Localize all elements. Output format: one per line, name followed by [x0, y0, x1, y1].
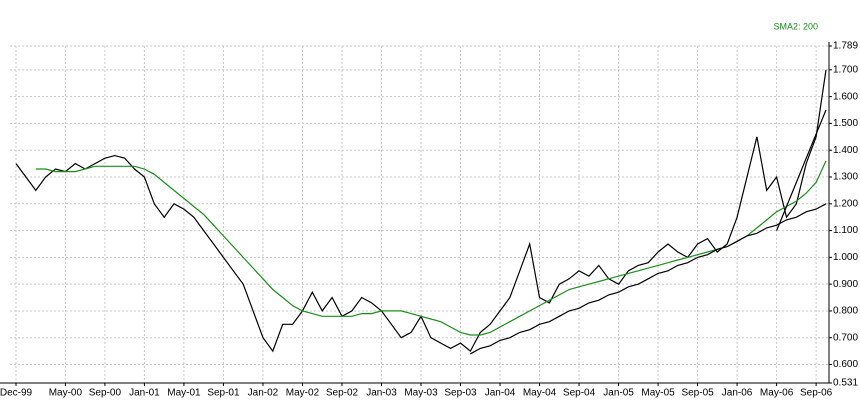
- y-tick-label: 1.100: [833, 225, 858, 236]
- x-tick-label: May-00: [49, 388, 83, 399]
- x-tick-label: Sep-05: [681, 388, 714, 399]
- y-tick-label: 1.300: [833, 172, 858, 183]
- y-tick-label: 1.400: [833, 145, 858, 156]
- y-tick-label: 0.900: [833, 279, 858, 290]
- y-tick-label: 1.000: [833, 252, 858, 263]
- y-tick-label: 0.600: [833, 359, 858, 370]
- x-tick-label: Sep-04: [563, 388, 596, 399]
- x-tick-label: Jan-01: [129, 388, 160, 399]
- y-tick-label: 0.700: [833, 332, 858, 343]
- y-tick-label: 1.700: [833, 64, 858, 75]
- x-tick-label: May-05: [641, 388, 675, 399]
- x-tick-label: Sep-02: [326, 388, 359, 399]
- x-tick-label: May-03: [404, 388, 438, 399]
- x-tick-label: Jan-02: [248, 388, 279, 399]
- legend-entry: SMA2: 200: [773, 21, 818, 31]
- y-tick-label: 1.789: [833, 41, 858, 52]
- x-tick-label: Jan-03: [366, 388, 397, 399]
- line-series: [776, 109, 827, 231]
- x-tick-label: May-04: [523, 388, 557, 399]
- y-tick-label: 0.531: [833, 378, 858, 389]
- x-tick-label: Sep-00: [89, 388, 122, 399]
- x-tick-label: May-02: [286, 388, 320, 399]
- line-series: [35, 160, 827, 336]
- y-tick-label: 1.600: [833, 91, 858, 102]
- x-tick-label: Jan-06: [722, 388, 753, 399]
- line-series: [470, 203, 827, 355]
- x-tick-label: Sep-01: [207, 388, 240, 399]
- x-tick-label: May-01: [167, 388, 201, 399]
- x-tick-label: Jan-04: [485, 388, 516, 399]
- y-tick-label: 1.200: [833, 198, 858, 209]
- y-tick-label: 0.800: [833, 306, 858, 317]
- x-tick-label: Sep-03: [444, 388, 477, 399]
- x-tick-label: Jan-05: [603, 388, 634, 399]
- x-tick-label: Dec-99: [0, 388, 33, 399]
- y-tick-label: 1.500: [833, 118, 858, 129]
- x-tick-label: May-06: [760, 388, 794, 399]
- x-tick-label: Sep-06: [800, 388, 833, 399]
